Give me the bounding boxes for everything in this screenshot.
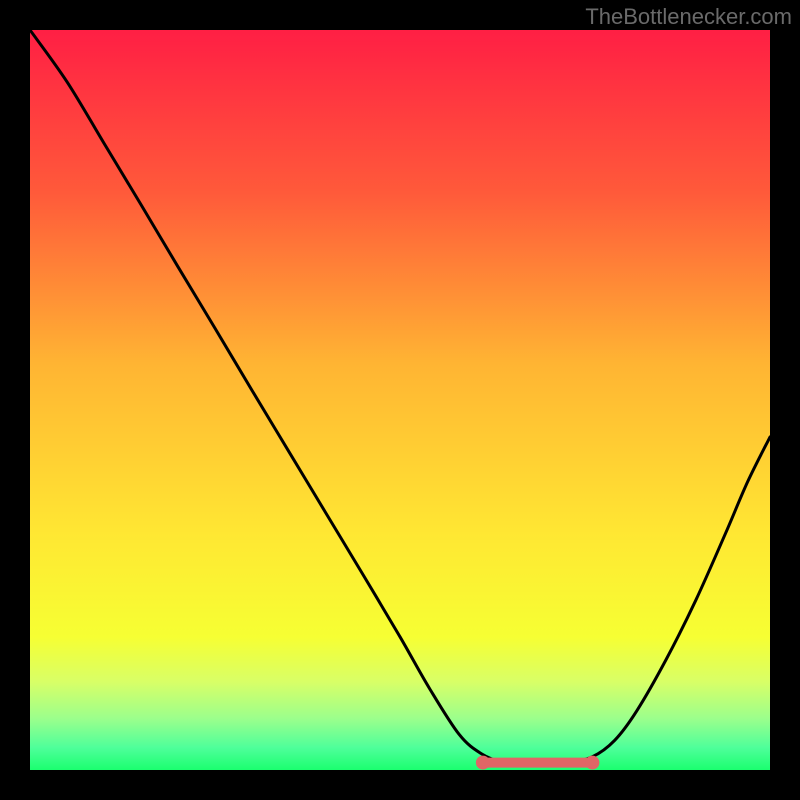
chart-stage: TheBottlenecker.com [0,0,800,800]
gradient-background [30,30,770,770]
watermark-text: TheBottlenecker.com [585,4,792,30]
plot-area [30,30,770,770]
